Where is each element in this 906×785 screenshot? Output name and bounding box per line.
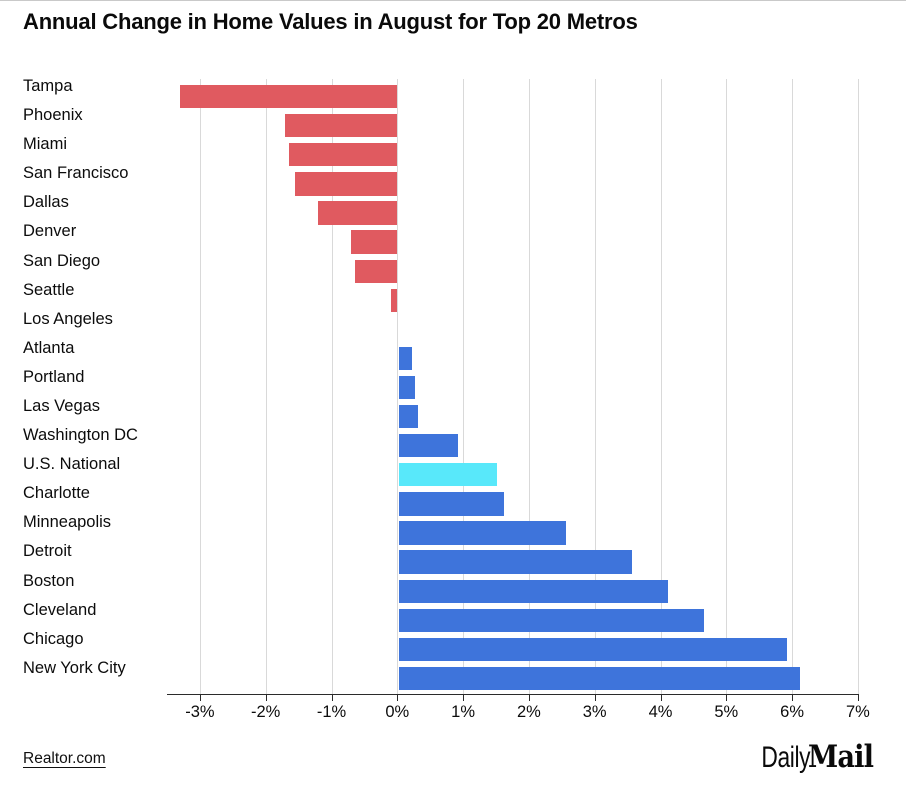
bar [318,201,398,225]
top-divider [0,0,906,1]
gridline [857,79,859,694]
axis-tick-label: 7% [845,703,870,721]
category-label: Phoenix [23,106,83,125]
gridline [463,79,465,694]
bar [180,85,398,109]
axis-tick [792,694,794,701]
category-label: Denver [23,222,77,241]
gridline [265,79,267,694]
category-label: Washington DC [23,426,138,445]
category-label: Atlanta [23,338,75,357]
dailymail-logo-mail: Mail [808,739,874,775]
category-label: Cleveland [23,600,97,619]
gridline [397,79,399,694]
gridline [792,79,794,694]
bar [398,346,412,371]
axis-tick [199,694,201,701]
x-axis-line [167,694,859,695]
bar [295,172,398,196]
bar [398,550,633,574]
axis-tick [660,694,662,701]
axis-tick [594,694,596,701]
category-label: Chicago [23,629,84,648]
category-label: Los Angeles [23,309,113,328]
category-label: U.S. National [23,455,121,474]
axis-tick [265,694,267,701]
bar [398,608,705,632]
bar [398,637,787,661]
category-label: New York City [23,658,126,677]
axis-tick-label: 2% [516,703,541,721]
bar [398,375,415,400]
category-label: Miami [23,135,67,154]
category-label: Dallas [23,193,69,212]
category-label: Detroit [23,542,72,561]
axis-tick-label: 5% [714,703,739,721]
category-label: Tampa [23,77,73,95]
bar [398,666,800,691]
bar [390,288,398,312]
category-label: Seattle [23,280,75,299]
bar [398,579,669,603]
dailymail-logo: Daily Mail [746,739,882,775]
axis-tick [726,694,728,701]
axis-tick-label: -2% [251,703,281,721]
category-label: Charlotte [23,484,90,503]
bar [398,492,504,516]
gridline [594,79,596,694]
gridline [660,79,662,694]
category-label: Portland [23,367,85,386]
category-label: San Diego [23,251,101,270]
gridline [199,79,201,694]
axis-tick [397,694,399,701]
axis-tick-label: 1% [451,703,476,721]
category-label: Las Vegas [23,396,101,415]
axis-tick [463,694,465,701]
bar [288,143,398,167]
gridline [528,79,530,694]
source-link[interactable]: Realtor.com [23,750,106,767]
axis-tick-label: 4% [648,703,673,721]
category-label: San Francisco [23,164,129,183]
axis-tick [857,694,859,701]
bar [398,521,567,545]
axis-tick-label: 6% [780,703,805,721]
bar [398,404,419,429]
gridline [726,79,728,694]
bar [354,259,398,283]
bar [398,434,458,458]
gridline [331,79,333,694]
dailymail-logo-daily: Daily [761,741,811,774]
category-label: Boston [23,571,75,590]
chart-title: Annual Change in Home Values in August f… [23,9,638,34]
axis-tick [528,694,530,701]
axis-tick-label: -1% [316,703,347,721]
axis-tick-label: 0% [385,703,410,721]
bar [285,114,398,138]
bar [351,230,398,254]
bar [398,463,498,487]
axis-tick-label: 3% [582,703,607,721]
category-label: Minneapolis [23,513,112,532]
axis-tick-label: -3% [185,703,215,721]
axis-tick [331,694,333,701]
